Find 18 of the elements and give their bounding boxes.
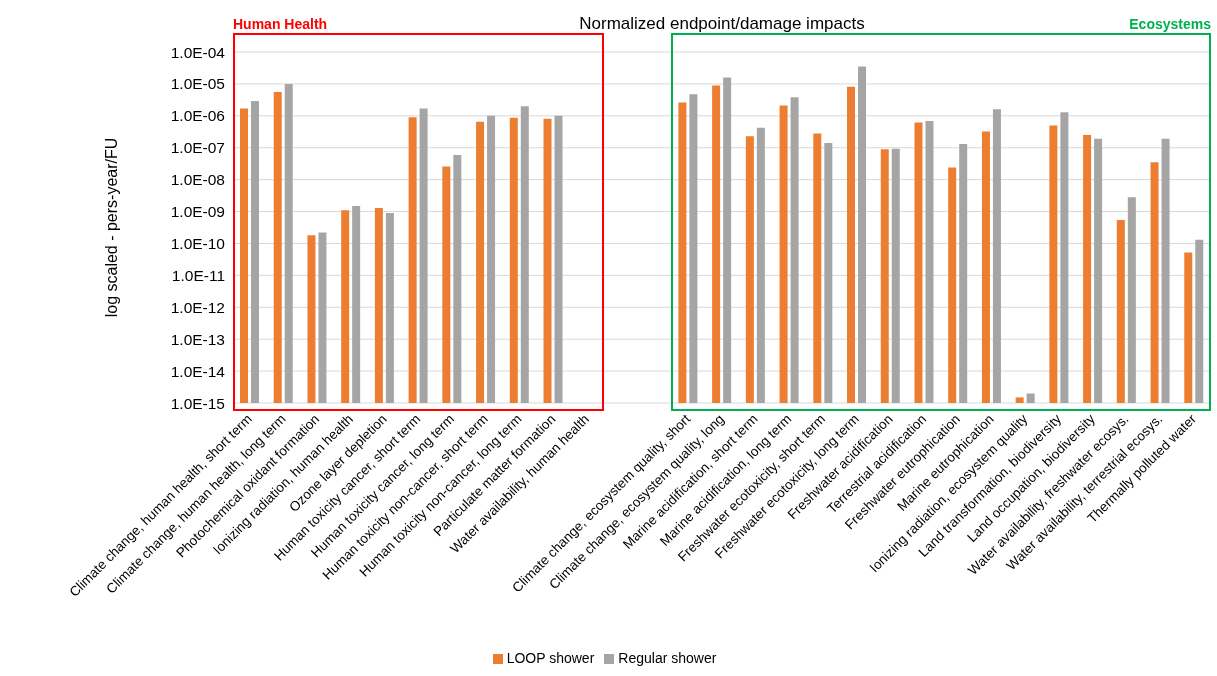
- y-tick-label: 1.0E-13: [170, 330, 225, 348]
- y-axis-title: log scaled - pers-year/FU: [102, 137, 120, 318]
- y-tick-label: 1.0E-06: [170, 107, 225, 125]
- y-tick-label: 1.0E-10: [170, 234, 226, 252]
- y-tick-label: 1.0E-09: [170, 203, 225, 221]
- y-tick-label: 1.0E-04: [170, 43, 226, 61]
- y-tick-label: 1.0E-15: [170, 394, 225, 412]
- text: Ecosystems: [1129, 16, 1211, 32]
- y-tick-label: 1.0E-12: [170, 298, 225, 316]
- y-tick-label: 1.0E-08: [170, 171, 225, 189]
- y-tick-label: 1.0E-05: [170, 75, 225, 93]
- y-tick-label: 1.0E-07: [170, 139, 225, 157]
- y-tick-label: 1.0E-14: [170, 362, 226, 380]
- text: Human Health: [233, 16, 328, 32]
- y-tick-label: 1.0E-11: [171, 266, 225, 284]
- chart-title: Normalized endpoint/damage impacts: [579, 14, 865, 33]
- legend-label: Regular shower: [618, 650, 717, 666]
- legend-label: LOOP shower: [506, 650, 595, 666]
